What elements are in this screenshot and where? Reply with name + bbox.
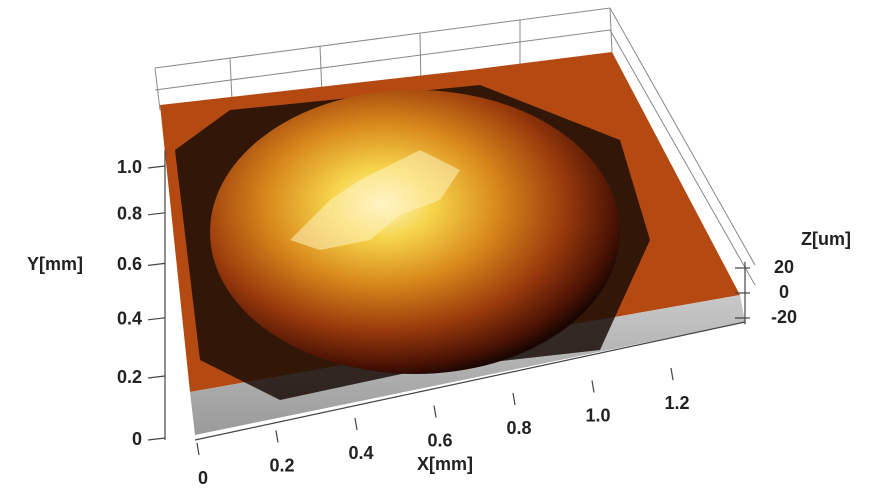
surface <box>160 52 745 435</box>
surface-highlight <box>290 150 460 250</box>
y-tick-label: 0.6 <box>117 254 142 274</box>
wireframe <box>154 7 756 286</box>
y-tick <box>147 375 166 379</box>
x-tick-label: 1.2 <box>664 393 689 413</box>
y-tick-label: 1.0 <box>117 157 142 177</box>
x-tick-label: 0.2 <box>269 455 294 475</box>
x-tick-label: 0.6 <box>427 430 452 450</box>
x-tick <box>433 405 437 418</box>
x-axis-label: X[mm] <box>417 454 473 474</box>
x-tick-label: 0.4 <box>348 443 373 463</box>
x-tick <box>275 430 279 443</box>
x-tick <box>591 380 595 393</box>
surface-dome <box>210 90 620 374</box>
x-tick-label: 1.0 <box>585 405 610 425</box>
z-tick-label: 0 <box>779 282 789 302</box>
y-tick-label: 0.8 <box>117 204 142 224</box>
y-tick-label: 0 <box>132 429 142 449</box>
x-tick <box>670 367 674 381</box>
y-tick <box>147 165 166 169</box>
y-tick <box>147 262 166 266</box>
x-axis-line <box>194 321 746 441</box>
y-tick <box>147 212 166 216</box>
y-tick <box>147 437 166 441</box>
y-tick <box>147 317 166 321</box>
x-tick-label: 0 <box>198 468 208 488</box>
y-tick-label: 0.2 <box>117 367 142 387</box>
x-tick-label: 0.8 <box>506 418 531 438</box>
z-axis-label: Z[um] <box>801 229 851 249</box>
x-tick <box>354 417 358 431</box>
y-axis-label: Y[mm] <box>27 254 83 274</box>
z-tick-label: 20 <box>774 257 794 277</box>
y-tick-label: 0.4 <box>117 309 142 329</box>
x-tick <box>196 442 200 456</box>
z-tick-label: -20 <box>771 307 797 327</box>
x-tick <box>512 392 516 406</box>
